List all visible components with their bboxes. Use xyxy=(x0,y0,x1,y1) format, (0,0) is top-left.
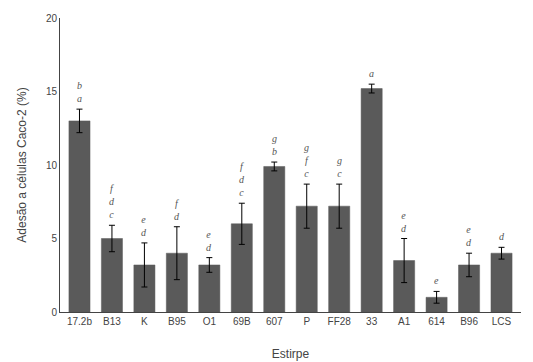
svg-text:B96: B96 xyxy=(460,316,478,327)
svg-text:ed: ed xyxy=(206,229,212,253)
svg-text:Adesão a células Caco-2 (%): Adesão a células Caco-2 (%) xyxy=(15,87,29,242)
svg-text:fd: fd xyxy=(174,198,180,222)
svg-text:15: 15 xyxy=(46,86,58,97)
svg-text:20: 20 xyxy=(46,13,58,24)
svg-text:614: 614 xyxy=(428,316,445,327)
svg-text:B13: B13 xyxy=(103,316,121,327)
svg-text:B95: B95 xyxy=(168,316,186,327)
svg-text:A1: A1 xyxy=(398,316,411,327)
svg-text:17.2b: 17.2b xyxy=(67,316,92,327)
svg-text:33: 33 xyxy=(366,316,378,327)
svg-text:P: P xyxy=(303,316,310,327)
svg-text:ba: ba xyxy=(77,80,82,104)
svg-text:gfc: gfc xyxy=(304,142,309,179)
svg-text:ed: ed xyxy=(401,210,407,234)
svg-text:Estirpe: Estirpe xyxy=(272,347,310,361)
svg-text:e: e xyxy=(434,275,439,286)
svg-text:d: d xyxy=(499,231,505,242)
svg-text:fdc: fdc xyxy=(109,183,115,220)
svg-text:a: a xyxy=(369,68,374,79)
svg-text:607: 607 xyxy=(266,316,283,327)
svg-text:0: 0 xyxy=(51,307,57,318)
svg-text:O1: O1 xyxy=(203,316,217,327)
svg-text:5: 5 xyxy=(51,233,57,244)
svg-text:gc: gc xyxy=(337,155,342,179)
svg-text:gb: gb xyxy=(272,133,277,157)
svg-text:10: 10 xyxy=(46,160,58,171)
svg-text:ed: ed xyxy=(141,214,147,238)
svg-text:fdc: fdc xyxy=(239,161,245,198)
svg-text:69B: 69B xyxy=(233,316,251,327)
svg-text:K: K xyxy=(141,316,148,327)
svg-text:LCS: LCS xyxy=(492,316,512,327)
svg-text:FF28: FF28 xyxy=(328,316,352,327)
svg-text:ed: ed xyxy=(466,224,472,248)
